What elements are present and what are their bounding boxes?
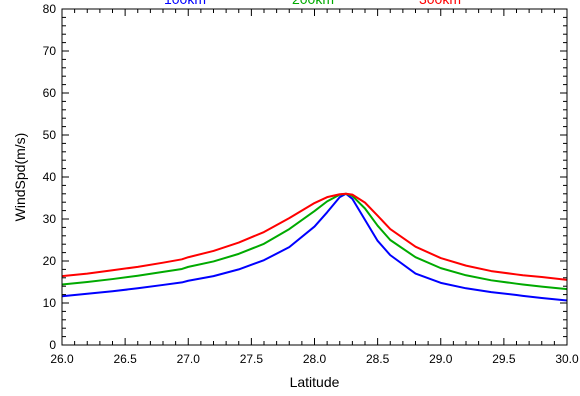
- y-tick-label: 50: [43, 128, 57, 142]
- y-tick-label: 20: [43, 254, 57, 268]
- y-tick-label: 60: [43, 86, 57, 100]
- x-tick-label: 26.5: [113, 352, 137, 366]
- tick-labels: 26.0 26.5 27.0 27.5 28.0 28.5 29.0 29.5 30.0 0 10 2…: [43, 2, 579, 366]
- y-axis-title: WindSpd(m/s): [12, 133, 28, 222]
- x-tick-label: 29.5: [492, 352, 516, 366]
- legend-label-series-3: 300km: [419, 0, 461, 7]
- y-tick-label: 80: [43, 2, 57, 16]
- legend-label-series-2: 200km: [292, 0, 334, 7]
- y-tick-label: 0: [49, 338, 56, 352]
- x-tick-label: 30.0: [555, 352, 579, 366]
- legend: 100km 200km 300km: [164, 0, 461, 7]
- plot-frame: [62, 9, 567, 345]
- y-tick-label: 30: [43, 212, 57, 226]
- legend-label-series-1: 100km: [164, 0, 206, 7]
- x-tick-label: 27.5: [240, 352, 264, 366]
- y-tick-label: 70: [43, 44, 57, 58]
- x-tick-label: 28.0: [303, 352, 327, 366]
- series-line-2: [62, 194, 567, 289]
- x-tick-label: 28.5: [366, 352, 390, 366]
- series-layer: [62, 194, 567, 301]
- x-tick-label: 26.0: [50, 352, 74, 366]
- x-tick-label: 29.0: [429, 352, 453, 366]
- x-axis-title: Latitude: [290, 374, 340, 390]
- y-tick-label: 10: [43, 296, 57, 310]
- series-line-3: [62, 194, 567, 280]
- tick-marks: [62, 9, 567, 345]
- y-tick-label: 40: [43, 170, 57, 184]
- x-tick-label: 27.0: [177, 352, 201, 366]
